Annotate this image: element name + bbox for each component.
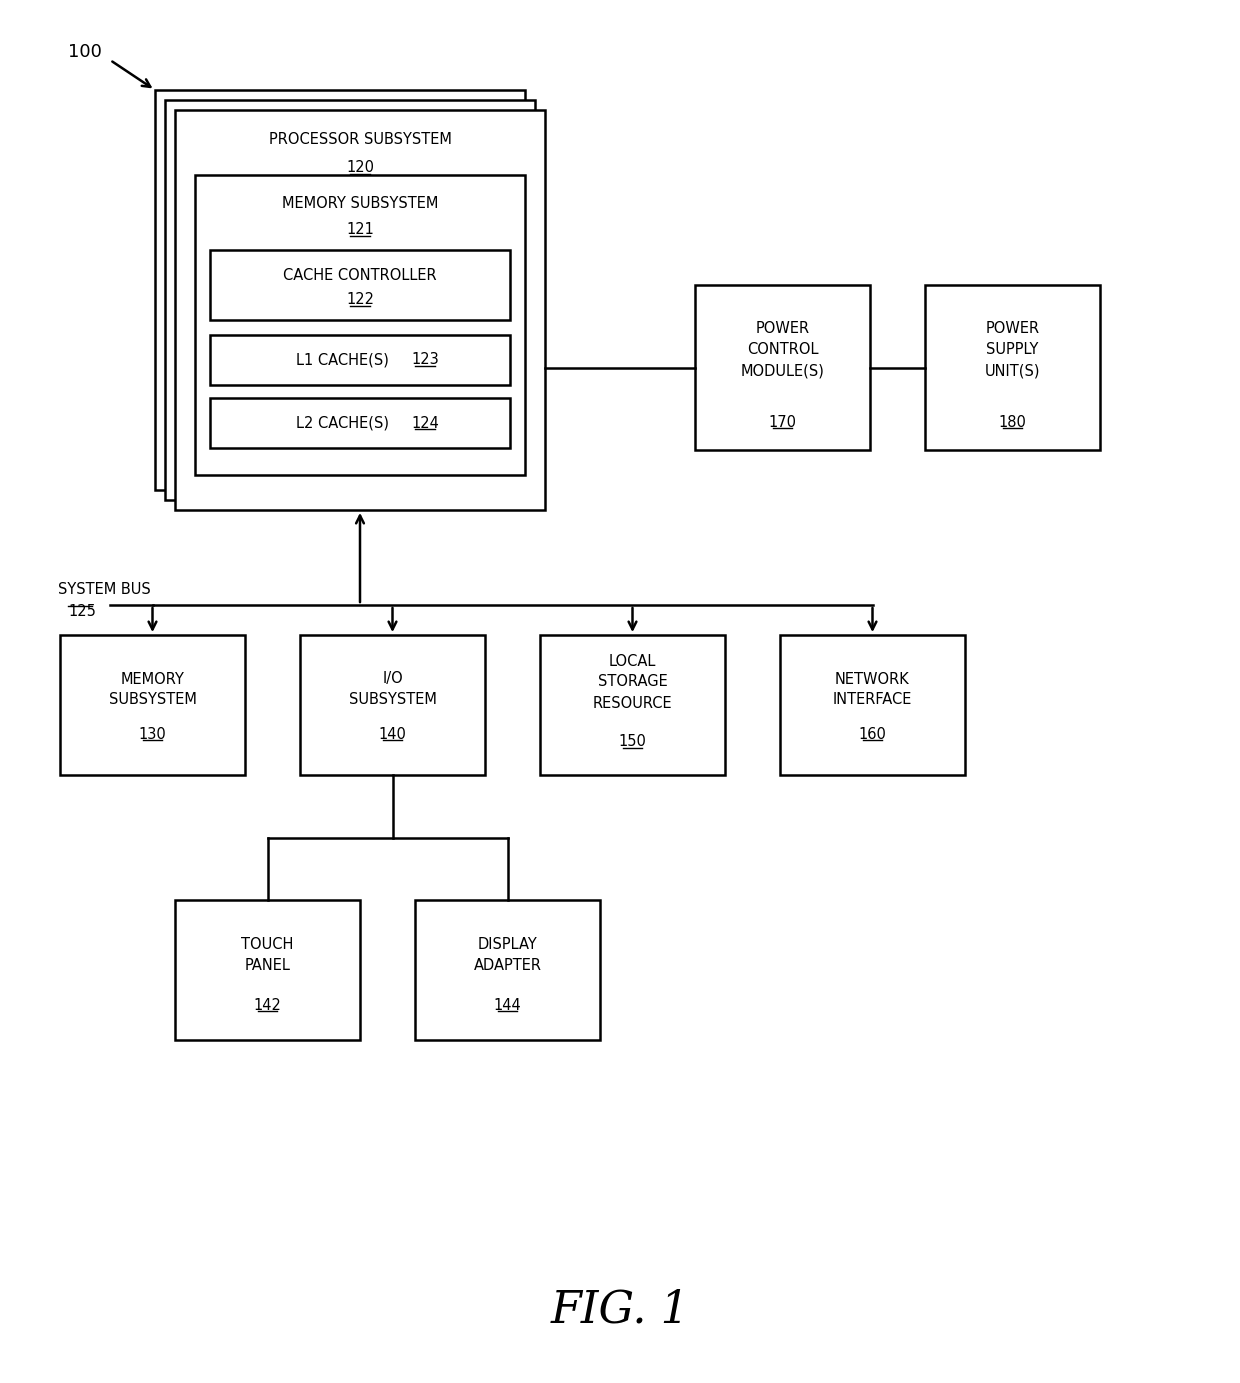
Text: L2 CACHE(S): L2 CACHE(S) bbox=[295, 415, 388, 430]
Text: MEMORY SUBSYSTEM: MEMORY SUBSYSTEM bbox=[281, 195, 438, 210]
Bar bbox=[165, 100, 534, 501]
Bar bbox=[539, 635, 725, 774]
Bar bbox=[175, 111, 546, 510]
Text: 170: 170 bbox=[769, 415, 796, 430]
Bar bbox=[195, 176, 525, 474]
Text: 120: 120 bbox=[346, 160, 374, 176]
Bar bbox=[210, 250, 510, 319]
Bar bbox=[780, 635, 965, 774]
Bar bbox=[925, 285, 1100, 449]
Text: 122: 122 bbox=[346, 292, 374, 307]
Bar bbox=[155, 90, 525, 490]
Text: 100: 100 bbox=[68, 43, 102, 61]
Text: FIG. 1: FIG. 1 bbox=[551, 1289, 689, 1332]
Text: LOCAL
STORAGE
RESOURCE: LOCAL STORAGE RESOURCE bbox=[593, 654, 672, 711]
Text: DISPLAY
ADAPTER: DISPLAY ADAPTER bbox=[474, 938, 542, 974]
Text: 142: 142 bbox=[253, 997, 281, 1012]
Bar bbox=[415, 900, 600, 1040]
Text: 180: 180 bbox=[998, 415, 1027, 430]
Text: 124: 124 bbox=[412, 415, 439, 430]
Bar bbox=[175, 900, 360, 1040]
Text: SYSTEM BUS: SYSTEM BUS bbox=[58, 582, 151, 597]
Text: 125: 125 bbox=[68, 604, 95, 620]
Text: POWER
SUPPLY
UNIT(S): POWER SUPPLY UNIT(S) bbox=[985, 321, 1040, 378]
Text: 130: 130 bbox=[139, 727, 166, 743]
Text: 150: 150 bbox=[619, 734, 646, 750]
Bar bbox=[210, 335, 510, 384]
Bar bbox=[694, 285, 870, 449]
Text: CACHE CONTROLLER: CACHE CONTROLLER bbox=[283, 268, 436, 284]
Text: PROCESSOR SUBSYSTEM: PROCESSOR SUBSYSTEM bbox=[269, 133, 451, 148]
Text: L1 CACHE(S): L1 CACHE(S) bbox=[295, 353, 388, 368]
Text: 160: 160 bbox=[858, 727, 887, 743]
Text: 123: 123 bbox=[412, 353, 439, 368]
Text: 121: 121 bbox=[346, 223, 374, 238]
Bar bbox=[210, 398, 510, 448]
Text: 140: 140 bbox=[378, 727, 407, 743]
Bar bbox=[300, 635, 485, 774]
Text: MEMORY
SUBSYSTEM: MEMORY SUBSYSTEM bbox=[109, 672, 196, 708]
Text: I/O
SUBSYSTEM: I/O SUBSYSTEM bbox=[348, 672, 436, 708]
Text: POWER
CONTROL
MODULE(S): POWER CONTROL MODULE(S) bbox=[740, 321, 825, 378]
Bar bbox=[60, 635, 246, 774]
Text: 144: 144 bbox=[494, 997, 521, 1012]
Text: NETWORK
INTERFACE: NETWORK INTERFACE bbox=[833, 672, 913, 708]
Text: TOUCH
PANEL: TOUCH PANEL bbox=[242, 938, 294, 974]
